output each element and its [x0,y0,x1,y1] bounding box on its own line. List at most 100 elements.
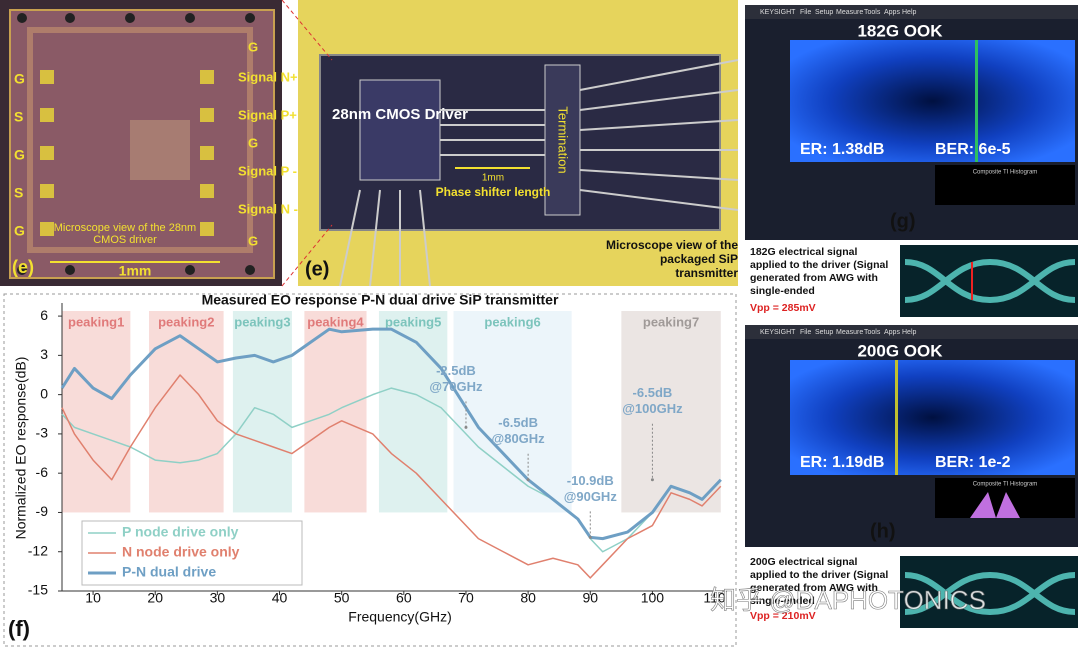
series-line [61,387,722,553]
x-tick-label: 100 [641,590,665,606]
x-tick-label: 10 [85,590,101,606]
scope-g: KEYSIGHT File Setup Measure Tools Apps H… [745,5,1078,317]
caption-box: Microscope view of the packaged SiP tran… [605,238,738,280]
pin-label: G [14,71,25,87]
histogram-label: Composite TI Histogram [973,170,1038,176]
panel-label: (e) [12,257,34,277]
caption: Microscope view of the packaged SiP tran… [605,238,738,280]
peaking-band [621,311,721,513]
menu-item: Apps [884,9,900,16]
band-label: peaking2 [158,314,214,329]
driver-chip [359,79,441,181]
note-box: 182G electrical signal applied to the dr… [750,246,889,297]
band-label: peaking7 [643,314,699,329]
scope-title: 200G OOK [857,341,943,360]
driver-label: 28nm CMOS Driver [332,106,468,123]
legend-box [81,520,303,586]
watermark: 知乎 @DAPHOTONICS [710,585,986,615]
die-photo: G S G S G G Signal N+ Signal P+ G Signal… [0,0,298,286]
note-box: 200G electrical signal applied to the dr… [750,556,889,607]
menu-item: Help [902,9,917,16]
vpp: Vpp = 210mV [750,610,816,622]
x-tick-label: 30 [210,590,226,606]
panel-label: (g) [890,210,916,232]
pin-label: Signal P+ [238,107,297,122]
menu-item: KEYSIGHT [760,9,796,16]
vpp: Vpp = 285mV [750,302,816,314]
y-tick-label: 3 [40,346,48,362]
menu-item: Tools [864,329,881,336]
menu-item: File [800,9,811,16]
annotation: @100GHz [622,401,683,416]
panel-label: (h) [870,520,896,542]
pin-label: G [248,39,258,54]
scope-title: 182G OOK [857,21,943,40]
note: 200G electrical signal applied to the dr… [750,556,889,607]
caption: Microscope view of the 28nm CMOS driver [53,222,197,246]
x-tick-label: 20 [147,590,163,606]
menu-item: Tools [864,9,881,16]
annotation-point [526,478,530,482]
pin-label: S [14,109,23,125]
termination-label: Termination [556,106,571,173]
note: 182G electrical signal applied to the dr… [750,246,889,297]
menu-item: File [800,329,811,336]
series-line [60,327,722,541]
peaking-band [378,311,448,513]
band-label: peaking4 [307,314,364,329]
annotation: @80GHz [492,431,546,446]
menu-item: Measure [836,9,863,16]
ber-label: BER: 6e-5 [935,141,1011,158]
scale-label: 1mm [119,263,152,279]
annotation: @70GHz [429,379,483,394]
peaking-band [453,311,572,513]
plot: peaking1 peaking2 peaking3 peaking4 peaking5… [28,303,727,606]
annotation: -10.9dB [567,473,614,488]
x-tick-label: 40 [272,590,288,606]
annotation: -6.5dB [633,385,673,400]
termination-chip [544,64,581,216]
x-tick-label: 110 [703,590,726,606]
peaking-band [62,311,131,513]
y-tick-label: 6 [40,307,48,323]
phase-shifter-label: Phase shifter length [436,185,551,199]
scope-h: KEYSIGHT File Setup Measure Tools Apps H… [745,325,1078,628]
annotation-point [650,478,654,482]
band-label: peaking3 [234,314,290,329]
series-line [61,374,722,579]
annotation: -2.5dB [436,363,476,378]
menu-item: Measure [836,329,863,336]
menu-item: Apps [884,329,900,336]
x-tick-label: 90 [582,590,598,606]
scale-label: 1mm [482,173,504,184]
y-tick-label: -12 [28,542,48,558]
legend-label: N node drive only [122,544,240,560]
er-label: ER: 1.19dB [800,454,884,471]
band-label: peaking6 [484,314,540,329]
x-tick-label: 50 [334,590,350,606]
pin-label: Signal N - [238,201,298,216]
pin-label: G [248,135,258,150]
annotation-point [464,425,468,429]
band-label: peaking5 [385,314,441,329]
package-photo: 28nm CMOS Driver Termination 1mm Phase s… [281,0,739,287]
pin-label: S [14,185,23,201]
annotation: @90GHz [564,489,618,504]
x-tick-label: 70 [458,590,474,606]
x-tick-label: 60 [396,590,412,606]
ber-label: BER: 1e-2 [935,454,1011,471]
band-label: peaking1 [68,314,124,329]
legend-label: P-N dual drive [122,564,216,580]
pin-label: Signal P - [238,163,297,178]
pin-label: Signal N+ [238,69,298,84]
panel-label: (f) [8,616,30,641]
y-tick-label: 0 [40,385,48,401]
x-axis-label: Frequency(GHz) [348,609,451,625]
y-tick-label: -6 [36,464,49,480]
y-tick-label: -15 [28,582,48,598]
menu-item: Setup [815,9,833,16]
pin-label: G [14,223,25,239]
peaking-band [232,311,292,513]
